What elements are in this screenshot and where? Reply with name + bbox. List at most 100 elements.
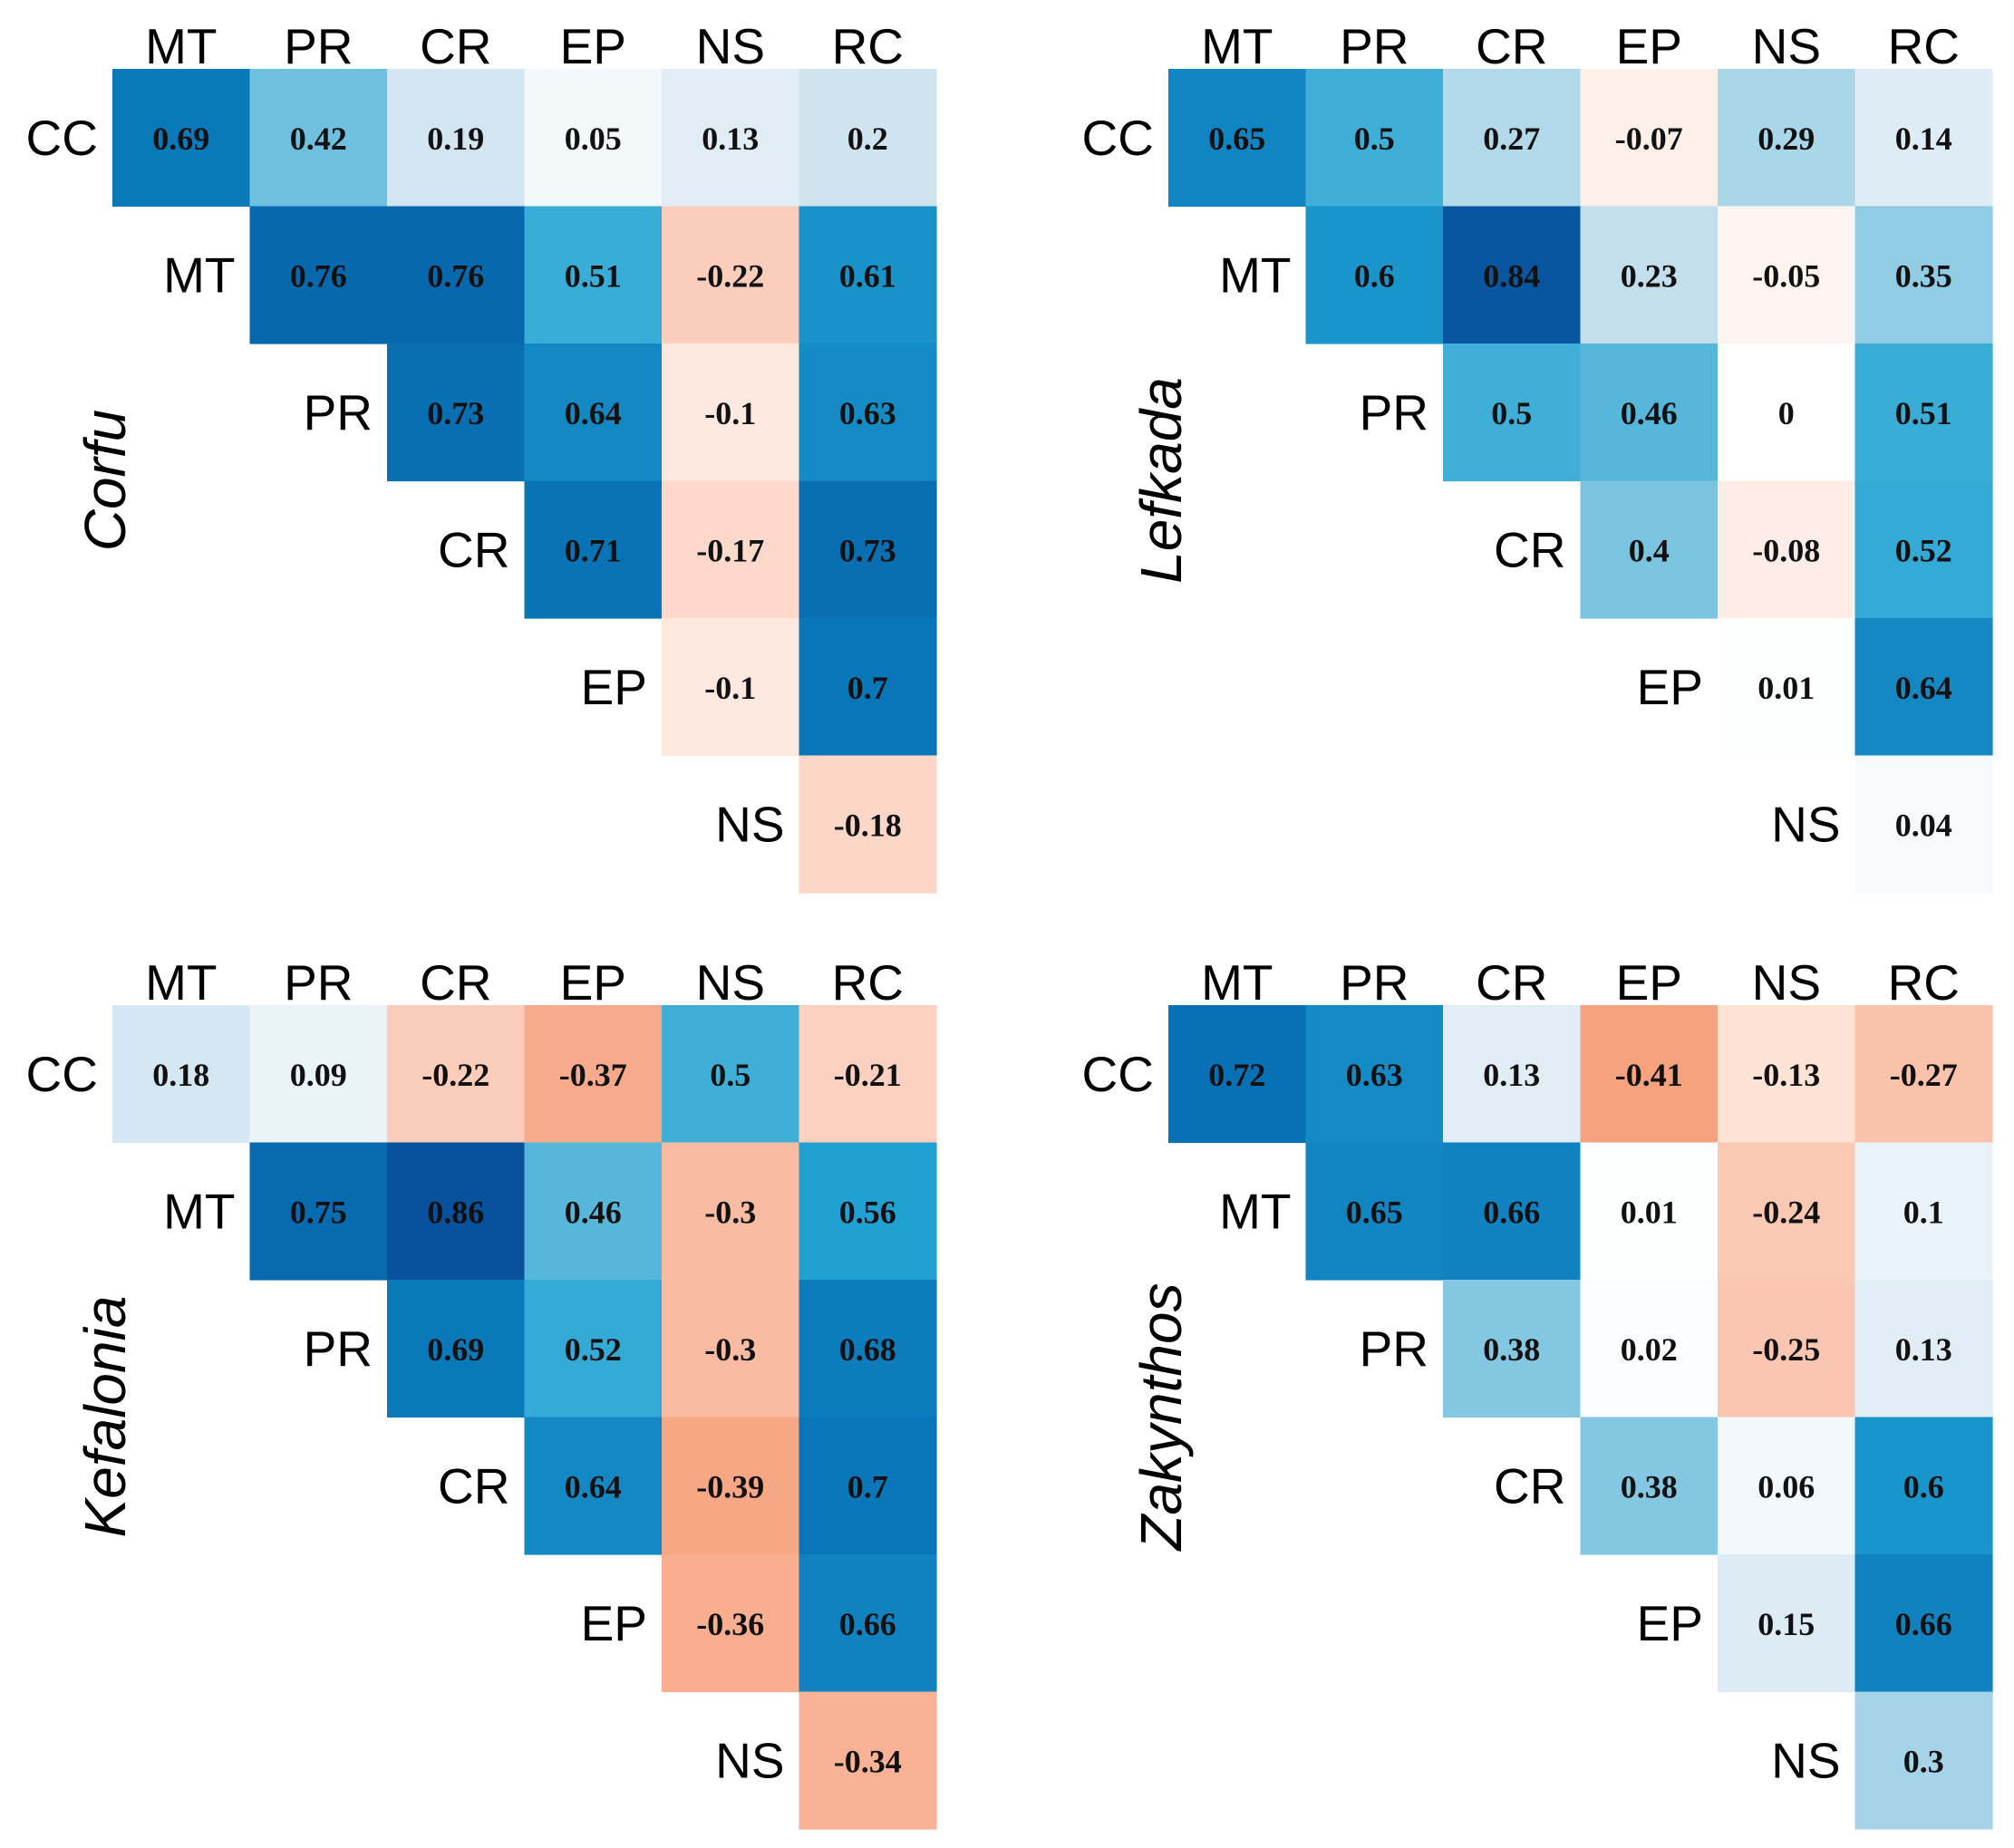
heatmap-cell (524, 69, 663, 208)
cell-value-label: 0.68 (839, 1331, 896, 1368)
cell-value-label: 0.19 (427, 121, 484, 157)
column-label-rc: RC (832, 18, 904, 74)
heatmap-cell (249, 1142, 388, 1281)
cell-value-label: 0.66 (1483, 1194, 1540, 1230)
row-label-ns: NS (1771, 796, 1840, 852)
cell-value-label: -0.21 (834, 1057, 902, 1093)
heatmap-cell (799, 1280, 937, 1418)
cell-value-label: 0.1 (1903, 1194, 1944, 1230)
row-label-cr: CR (438, 1457, 509, 1514)
column-label-ns: NS (1752, 954, 1821, 1011)
cell-value-label: 0.18 (152, 1057, 209, 1093)
cell-value-label: 0.6 (1354, 257, 1395, 294)
panel-title: Zakynthos (1128, 1282, 1194, 1552)
heatmap-cell (1305, 1005, 1444, 1144)
cell-value-label: 0.35 (1895, 257, 1952, 294)
cell-value-label: 0.42 (290, 121, 347, 157)
heatmap-cell (524, 1005, 663, 1144)
heatmap-cell (1580, 206, 1719, 344)
heatmap-cell (1854, 618, 1993, 757)
heatmap-cell (387, 206, 526, 344)
heatmap-cell (1854, 1691, 1993, 1830)
cell-value-label: -0.39 (696, 1468, 764, 1505)
heatmap-cell (1580, 1005, 1719, 1144)
cell-value-label: 0.51 (1895, 395, 1952, 431)
cell-value-label: 0.23 (1621, 257, 1678, 294)
heatmap-cell (387, 343, 526, 482)
cell-value-label: 0.66 (1895, 1606, 1952, 1642)
cell-value-label: 0.4 (1629, 532, 1670, 568)
heatmap-cell (1580, 480, 1719, 619)
cell-value-label: 0.02 (1621, 1331, 1678, 1368)
cell-value-label: 0.5 (710, 1057, 750, 1093)
column-label-cr: CR (1476, 18, 1547, 74)
cell-value-label: -0.1 (704, 670, 756, 706)
cell-value-label: -0.1 (704, 395, 756, 431)
row-label-cr: CR (1494, 521, 1565, 577)
cell-value-label: 0.61 (839, 257, 896, 294)
heatmap-cell (387, 1005, 526, 1144)
heatmap-cell (1443, 69, 1582, 208)
column-label-pr: PR (284, 18, 353, 74)
heatmap-cell (524, 1280, 663, 1418)
row-label-mt: MT (163, 1183, 235, 1239)
cell-value-label: 0.86 (427, 1194, 484, 1230)
cell-value-label: 0.46 (565, 1194, 622, 1230)
heatmap-cell (1854, 1142, 1993, 1281)
column-label-ep: EP (560, 18, 626, 74)
column-label-pr: PR (1340, 954, 1409, 1011)
column-label-ep: EP (1616, 18, 1682, 74)
cell-value-label: 0.06 (1757, 1468, 1815, 1505)
heatmap-cell (799, 1142, 937, 1281)
cell-value-label: 0.65 (1208, 121, 1265, 157)
heatmap-cell (1580, 1142, 1719, 1281)
cell-value-label: 0.7 (847, 1468, 888, 1505)
heatmap-cell (1580, 343, 1719, 482)
column-label-ns: NS (696, 18, 765, 74)
heatmap-cell (1580, 69, 1719, 208)
column-label-rc: RC (832, 954, 904, 1011)
row-label-mt: MT (1219, 247, 1291, 303)
heatmap-cell (1443, 343, 1582, 482)
heatmap-cell (524, 1417, 663, 1555)
heatmap-cell (662, 1005, 800, 1144)
heatmap-cell (524, 343, 663, 482)
heatmap-cell (1718, 1005, 1856, 1144)
heatmap-cell (1854, 1417, 1993, 1555)
heatmap-cell (1718, 1417, 1856, 1555)
heatmap-cell (1305, 69, 1444, 208)
cell-value-label: 0.66 (839, 1606, 896, 1642)
heatmap-cell (1854, 1554, 1993, 1693)
cell-value-label: 0.65 (1346, 1194, 1403, 1230)
column-label-mt: MT (1201, 18, 1273, 74)
heatmap-cell (249, 206, 388, 344)
cell-value-label: -0.08 (1752, 532, 1820, 568)
cell-value-label: 0.3 (1903, 1743, 1944, 1779)
cell-value-label: -0.34 (834, 1743, 902, 1779)
column-label-mt: MT (1201, 954, 1273, 1011)
cell-value-label: 0.63 (1346, 1057, 1403, 1093)
panel-title: Corfu (73, 410, 138, 552)
heatmap-cell (799, 1417, 937, 1555)
cell-value-label: 0.09 (290, 1057, 347, 1093)
row-label-cc: CC (26, 1046, 98, 1102)
row-label-cc: CC (1082, 110, 1154, 166)
heatmap-cell (1305, 206, 1444, 344)
cell-value-label: -0.25 (1752, 1331, 1820, 1368)
heatmap-cell (1443, 1280, 1582, 1418)
heatmap-cell (662, 206, 800, 344)
heatmap-panel-kefalonia: 0.18 0.09 -0.22 -0.37 0.5 -0.21 0.75 0.86 0.46 -0… (26, 954, 937, 1830)
cell-value-label: 0.14 (1895, 121, 1952, 157)
heatmap-cell (387, 69, 526, 208)
cell-value-label: 0.56 (839, 1194, 896, 1230)
heatmap-cell (1580, 1417, 1719, 1555)
heatmap-cell (387, 1280, 526, 1418)
cell-value-label: 0.15 (1757, 1606, 1815, 1642)
heatmap-cell (1718, 480, 1856, 619)
heatmap-cell (1718, 618, 1856, 757)
heatmap-cell (799, 69, 937, 208)
row-label-cr: CR (1494, 1457, 1565, 1514)
cell-value-label: 0.69 (427, 1331, 484, 1368)
cell-value-label: 0.38 (1621, 1468, 1678, 1505)
heatmap-panel-lefkada: 0.65 0.5 0.27 -0.07 0.29 0.14 0.6 0.84 0.23 -0.05… (1082, 18, 1993, 894)
